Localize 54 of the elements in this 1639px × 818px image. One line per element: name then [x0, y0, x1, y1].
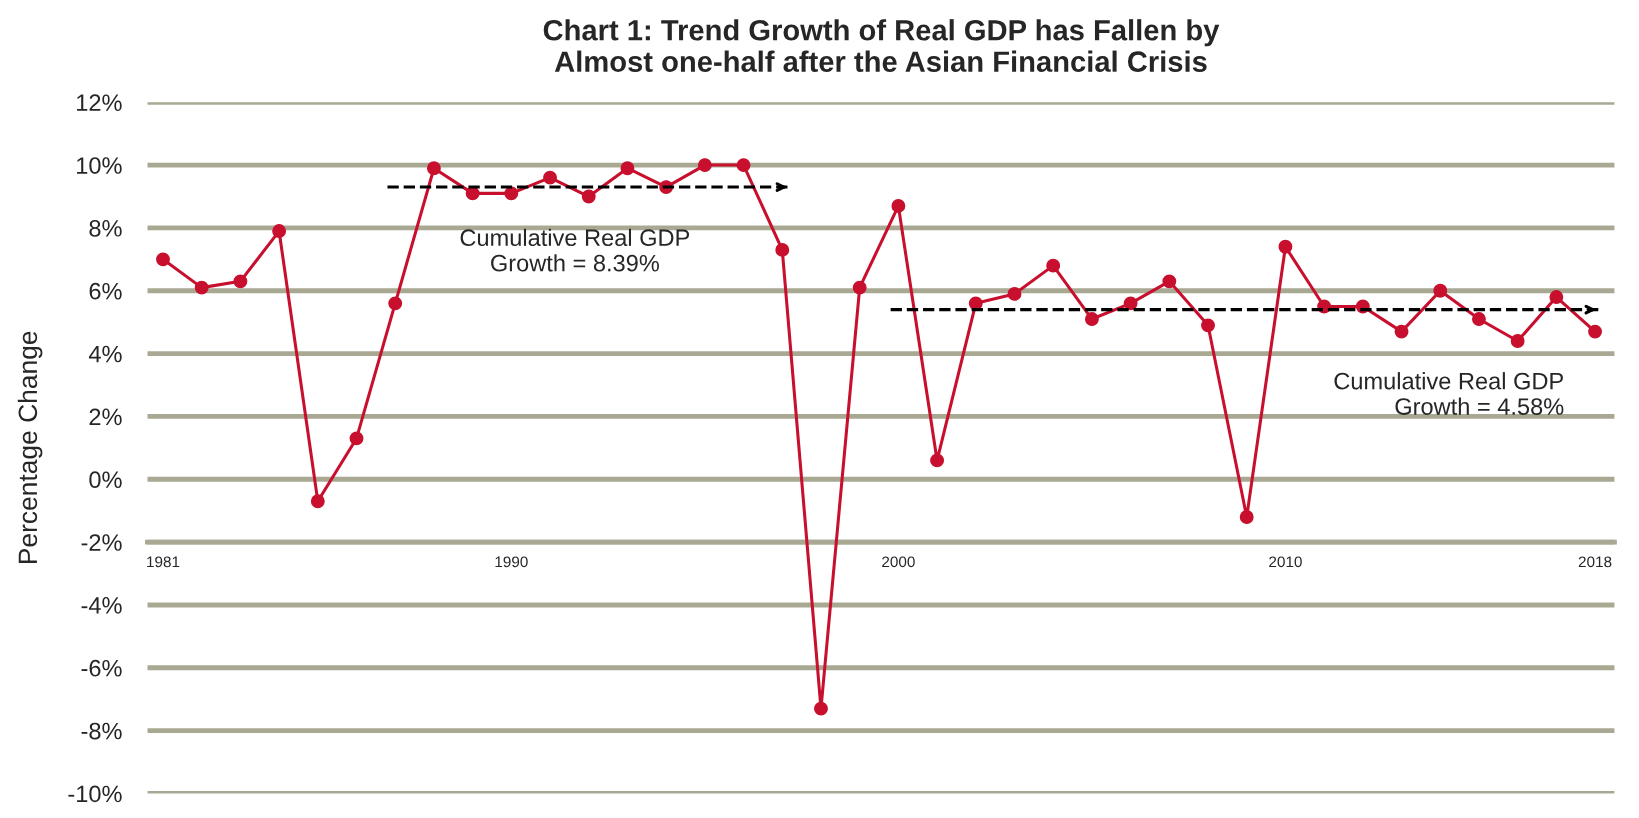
x-tick-label: 2018	[1578, 556, 1612, 568]
point	[1201, 318, 1215, 333]
point	[1239, 510, 1254, 524]
point	[156, 252, 170, 267]
point	[736, 158, 751, 173]
point	[852, 280, 867, 295]
point	[1433, 283, 1448, 298]
point	[543, 170, 557, 185]
y-tick-label: 6%	[89, 282, 122, 300]
annotation: Cumulative Real GDP Growth = 4.58%	[1334, 372, 1564, 415]
x-tick-label: 2010	[1269, 556, 1302, 568]
point	[426, 161, 441, 176]
point	[1471, 312, 1486, 326]
point	[388, 296, 403, 311]
y-tick-label: -10%	[68, 785, 122, 803]
point	[1046, 258, 1061, 273]
y-tick-label: -2%	[81, 534, 122, 551]
point	[1549, 290, 1564, 304]
point	[272, 224, 287, 239]
point	[1588, 324, 1603, 339]
point	[775, 242, 790, 257]
point	[1007, 286, 1022, 301]
point	[1084, 312, 1099, 326]
point	[1123, 296, 1138, 311]
point	[1510, 334, 1525, 348]
point	[233, 274, 248, 289]
y-tick-label: 2%	[89, 408, 122, 426]
y-tick-label: 10%	[77, 157, 122, 174]
point	[194, 280, 209, 295]
point	[891, 198, 906, 213]
point	[1278, 239, 1293, 254]
y-tick-label: 8%	[89, 219, 122, 237]
x-tick-label: 2000	[882, 556, 915, 568]
point	[310, 494, 325, 509]
point	[1162, 274, 1177, 289]
y-axis-title: Percentage Change	[17, 331, 43, 564]
x-tick-label: 1990	[495, 556, 528, 568]
point	[814, 701, 828, 716]
chart-title: Chart 1: Trend Growth of Real GDP has Fallen by Almost one-half after the Asian Financial Crisis	[543, 19, 1220, 72]
y-tick-label: 12%	[77, 94, 122, 111]
point	[1394, 324, 1409, 339]
y-tick-label: -6%	[81, 659, 122, 677]
point	[504, 186, 519, 201]
point	[349, 431, 364, 446]
y-tick-label: -8%	[81, 722, 122, 740]
y-tick-label: 0%	[89, 471, 122, 489]
annotation: Cumulative Real GDP Growth = 8.39%	[460, 228, 690, 272]
y-tick-label: 4%	[88, 345, 122, 363]
point	[581, 189, 596, 204]
point	[620, 161, 635, 176]
point	[697, 158, 712, 173]
x-tick-label: 1981	[147, 556, 180, 568]
y-tick-label: -4%	[81, 597, 122, 614]
point	[930, 453, 945, 468]
